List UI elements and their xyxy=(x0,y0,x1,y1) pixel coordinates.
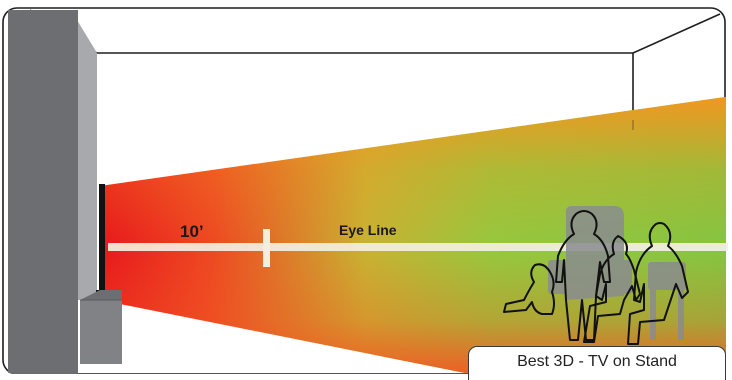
eye-line xyxy=(108,243,728,251)
seated-adult-silhouette-icon xyxy=(583,235,641,343)
standing-person-silhouette-icon xyxy=(555,210,611,341)
distance-marker xyxy=(263,229,270,267)
tv-stand-icon xyxy=(80,290,122,364)
eye-line-label: Eye Line xyxy=(339,222,397,238)
seated-adult-right-silhouette-icon xyxy=(627,222,689,345)
caption-box: Best 3D - TV on Stand xyxy=(468,346,726,380)
chair-icon xyxy=(648,262,686,340)
child-silhouette-icon xyxy=(503,263,555,315)
distance-label: 10’ xyxy=(180,222,204,241)
tv-screen-icon xyxy=(99,184,105,294)
ceiling-right-corner xyxy=(632,13,721,54)
caption-text: Best 3D - TV on Stand xyxy=(517,353,677,370)
side-wall xyxy=(8,10,97,374)
